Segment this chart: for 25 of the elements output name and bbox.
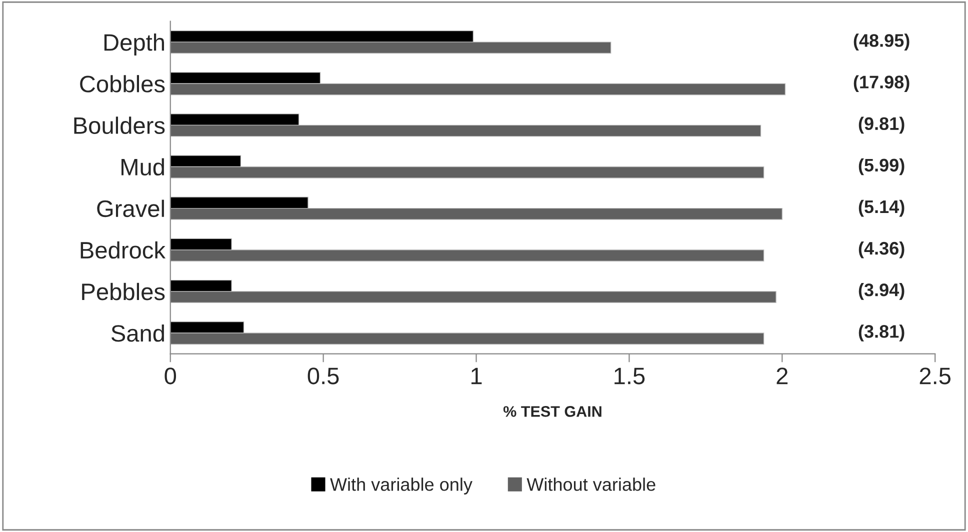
annotation: (17.98) (854, 75, 910, 92)
x-tick-label: 2 (776, 368, 788, 384)
annotation: (5.14) (858, 200, 904, 217)
legend-label: With variable only (330, 478, 472, 494)
x-tick-label: 1 (471, 368, 482, 384)
y-tick-label: Boulders (74, 116, 165, 134)
y-tick-label: Sand (111, 324, 164, 342)
annotation: (3.81) (858, 324, 904, 342)
annotation: (5.99) (858, 158, 904, 176)
annotation: (4.36) (858, 241, 904, 258)
annotation: (9.81) (858, 116, 904, 134)
x-tick-label: 2.5 (920, 368, 951, 384)
x-tick-label: 0.5 (308, 368, 339, 384)
legend-label: Without variable (526, 478, 656, 491)
y-tick-label: Bedrock (80, 241, 166, 259)
y-tick-label: Gravel (97, 200, 164, 218)
x-tick-label: 0 (164, 368, 176, 384)
y-tick-label: Mud (122, 158, 164, 176)
annotation: (48.95) (854, 34, 910, 50)
x-tick-label: 1.5 (614, 368, 645, 384)
y-tick-label: Pebbles (82, 282, 165, 300)
y-tick-label: Cobbles (80, 75, 165, 92)
annotation: (3.94) (858, 283, 904, 300)
x-axis-title: % TEST GAIN (503, 406, 602, 417)
y-tick-label: Depth (104, 34, 164, 56)
